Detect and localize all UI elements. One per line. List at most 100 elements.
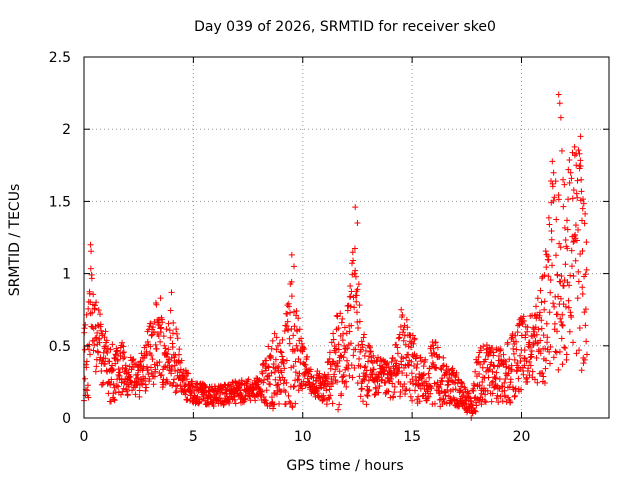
data-point: [544, 334, 551, 341]
data-point: [358, 338, 365, 345]
data-point: [489, 390, 496, 397]
data-point: [336, 368, 343, 375]
data-point: [575, 226, 582, 233]
data-point: [572, 257, 579, 264]
data-point: [350, 257, 357, 264]
data-point: [147, 343, 154, 350]
data-point: [119, 350, 126, 357]
data-point: [383, 387, 390, 394]
data-point: [409, 332, 416, 339]
data-point: [323, 375, 330, 382]
data-point: [384, 359, 391, 366]
data-point: [391, 383, 398, 390]
data-point: [490, 362, 497, 369]
data-point: [336, 401, 343, 408]
data-point: [272, 356, 279, 363]
data-point: [563, 356, 570, 363]
data-point: [148, 370, 155, 377]
data-point: [573, 162, 580, 169]
data-point: [519, 320, 526, 327]
data-point: [292, 400, 299, 407]
data-point: [290, 363, 297, 370]
data-point: [304, 353, 311, 360]
data-point: [565, 304, 572, 311]
data-point: [425, 393, 432, 400]
data-point: [207, 392, 214, 399]
data-point: [443, 363, 450, 370]
data-point: [262, 367, 269, 374]
data-point: [544, 339, 551, 346]
data-point: [273, 391, 280, 398]
data-point: [559, 322, 566, 329]
data-point: [385, 388, 392, 395]
data-point: [511, 393, 518, 400]
data-point: [167, 334, 174, 341]
data-point: [565, 297, 572, 304]
data-point: [353, 298, 360, 305]
data-point: [364, 393, 371, 400]
data-point: [255, 393, 262, 400]
data-point: [260, 393, 267, 400]
data-point: [130, 356, 137, 363]
data-point: [412, 387, 419, 394]
data-point: [341, 324, 348, 331]
data-point: [362, 363, 369, 370]
data-point: [438, 377, 445, 384]
data-point: [284, 302, 291, 309]
data-point: [537, 337, 544, 344]
data-point: [289, 404, 296, 411]
data-point: [436, 396, 443, 403]
data-point: [583, 266, 590, 273]
data-point: [514, 329, 521, 336]
data-point: [356, 302, 363, 309]
data-point: [559, 321, 566, 328]
data-point: [513, 338, 520, 345]
data-point: [403, 386, 410, 393]
data-point: [315, 393, 322, 400]
data-point: [534, 295, 541, 302]
data-point: [452, 379, 459, 386]
data-point: [282, 400, 289, 407]
data-point: [408, 358, 415, 365]
data-point: [427, 390, 434, 397]
data-point: [148, 332, 155, 339]
data-point: [413, 352, 420, 359]
data-point: [363, 373, 370, 380]
data-point: [160, 333, 167, 340]
data-point: [415, 377, 422, 384]
data-point: [440, 354, 447, 361]
data-point: [183, 376, 190, 383]
data-point: [408, 344, 415, 351]
data-point: [547, 343, 554, 350]
data-point: [125, 369, 132, 376]
data-point: [582, 322, 589, 329]
x-tick-label: 0: [80, 429, 89, 445]
data-point: [339, 315, 346, 322]
data-point: [254, 381, 261, 388]
data-point: [541, 306, 548, 313]
data-point: [577, 163, 584, 170]
data-point: [580, 360, 587, 367]
data-point: [436, 353, 443, 360]
data-point: [554, 328, 561, 335]
data-point: [156, 359, 163, 366]
data-point: [81, 325, 88, 332]
data-point: [157, 372, 164, 379]
data-point: [411, 336, 418, 343]
data-point: [541, 380, 548, 387]
data-point: [575, 147, 582, 154]
data-point: [472, 408, 479, 415]
data-point: [112, 351, 119, 358]
data-point: [425, 370, 432, 377]
data-point: [97, 354, 104, 361]
data-point: [338, 390, 345, 397]
data-point: [182, 391, 189, 398]
data-point: [536, 312, 543, 319]
data-point: [144, 338, 151, 345]
data-point: [391, 389, 398, 396]
data-point: [114, 347, 121, 354]
data-point: [564, 226, 571, 233]
data-point: [292, 369, 299, 376]
data-point: [517, 352, 524, 359]
data-point: [377, 369, 384, 376]
